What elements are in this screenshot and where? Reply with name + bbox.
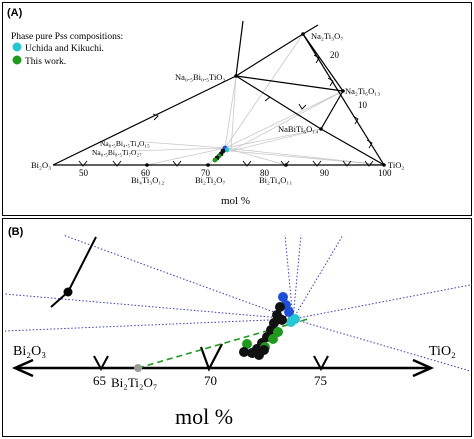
label-tio2: TiO₂ [429, 344, 456, 359]
legend: Phase pure Pss compositions: Uchida and … [11, 32, 123, 67]
tick-90: 90 [320, 168, 330, 178]
side-tick-10: 10 [358, 100, 368, 110]
data-point [242, 339, 252, 349]
tick-80: 80 [260, 168, 270, 178]
pss-data-cluster [212, 145, 230, 163]
panel-b-tag: (B) [8, 226, 24, 238]
panel-b-axis-label: mol % [175, 404, 233, 429]
panel-b-diagram: (B) Bi₂O₃ TiO₂ Bi₂Ti₂O₇ 65 70 75 mol % [4, 226, 470, 429]
legend-uchida-label: Uchida and Kikuchi. [25, 44, 104, 54]
axis-tick-labels: 50 60 70 80 90 100 20 10 [79, 50, 392, 178]
data-point [259, 345, 269, 355]
label-bi2o3: Bi₂O₃ [13, 344, 46, 359]
panel-a-diagram: (A) Phase pure Pss compositions: Uchida … [7, 7, 404, 207]
tick-70: 70 [204, 373, 217, 388]
compound-points [145, 32, 386, 167]
data-point [275, 302, 285, 312]
label-na2ti6o13: Na₂Ti₆O₁₃ [345, 86, 380, 96]
data-point [239, 347, 249, 357]
panel-b: (B) Bi₂O₃ TiO₂ Bi₂Ti₂O₇ 65 70 75 mol % [2, 218, 472, 437]
label-tio2: TiO₂ [388, 160, 404, 170]
data-point [224, 147, 230, 153]
label-bi4ti3o12: Bi₄Ti₃O₁₂ [131, 175, 164, 185]
tick-100: 100 [378, 168, 392, 178]
label-na2ti3o7: Na₂Ti₃O₇ [311, 31, 343, 41]
panel-a-tag: (A) [7, 7, 23, 19]
data-point [212, 157, 218, 163]
axis-tick-labels: 65 70 75 [93, 373, 327, 388]
base-ticks [78, 54, 374, 167]
tie-lines [130, 33, 385, 166]
data-point [273, 327, 283, 337]
side-tick-20: 20 [330, 50, 340, 60]
legend-uchida-marker [12, 42, 22, 52]
label-bi2ti4o11: Bi₂Ti₄O₁₁ [259, 175, 292, 185]
legend-this-work-label: This work. [25, 57, 66, 67]
data-point [268, 334, 278, 344]
tick-75: 75 [314, 373, 327, 388]
label-nabiti6o14: NaBiTi₆O₁₄ [278, 124, 318, 134]
label-bi2o3: Bi₂O₃ [31, 160, 51, 170]
label-bi2ti2o7: Bi₂Ti₂O₇ [195, 175, 225, 185]
phase-boundary-line [67, 236, 97, 293]
tick-70-mark [199, 343, 223, 372]
tick-65: 65 [93, 373, 106, 388]
bi2ti2o7-point [134, 364, 142, 372]
panel-a-axis-label: mol % [221, 195, 250, 207]
tick-60: 60 [141, 168, 151, 178]
main-axis [11, 343, 435, 378]
compound-labels: Na₂Ti₃O₇ Na₀.₅Bi₀.₅TiO₃ Na₂Ti₆O₁₃ NaBiTi… [31, 31, 404, 185]
tick-50: 50 [79, 168, 89, 178]
tick-75-mark [313, 355, 329, 372]
legend-title: Phase pure Pss compositions: [11, 32, 123, 42]
label-na05bi85ti7o27: Na₀.₅Bi₈.₅Ti₇O₂₇ [92, 148, 142, 157]
phase-point [63, 287, 73, 297]
pss-data-cluster [239, 292, 300, 360]
phase-boundaries [52, 20, 385, 166]
label-na05bi45ti4o15: Na₀.₅Bi₄.₅Ti₄O₁₅ [100, 139, 150, 148]
label-nbt: Na₀.₅Bi₀.₅TiO₃ [175, 72, 225, 82]
tick-65-mark [93, 355, 109, 372]
composition-line [137, 318, 309, 369]
panel-a: (A) Phase pure Pss compositions: Uchida … [2, 2, 472, 216]
guide-lines [4, 234, 470, 372]
label-bi2ti2o7: Bi₂Ti₂O₇ [111, 375, 157, 390]
legend-this-work-marker [12, 55, 22, 65]
data-point [277, 315, 287, 325]
data-point [286, 317, 296, 327]
tick-70: 70 [201, 168, 211, 178]
data-point [278, 292, 288, 302]
data-point [284, 307, 294, 317]
